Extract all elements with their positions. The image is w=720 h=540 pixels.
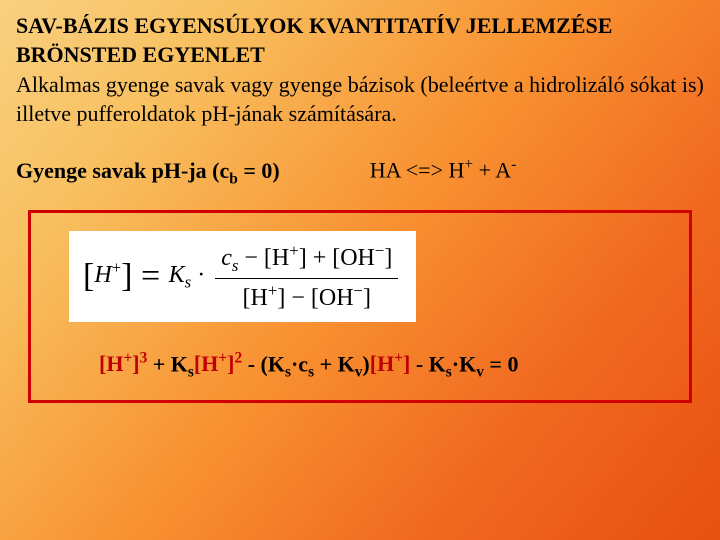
section-heading: Gyenge savak pH-ja (cb = 0)	[16, 158, 280, 188]
section-row: Gyenge savak pH-ja (cb = 0) HA <=> H+ + …	[16, 156, 704, 188]
intro-paragraph: Alkalmas gyenge savak vagy gyenge báziso…	[16, 71, 704, 128]
equation-box: [H+] = Ks · cs − [H+] + [OH−] [H+] − [OH…	[28, 210, 692, 403]
reaction-equation: HA <=> H+ + A-	[370, 156, 517, 183]
main-equation: [H+] = Ks · cs − [H+] + [OH−] [H+] − [OH…	[69, 231, 416, 322]
title-line-2: BRÖNSTED EGYENLET	[16, 41, 704, 70]
title-line-1: SAV-BÁZIS EGYENSÚLYOK KVANTITATÍV JELLEM…	[16, 12, 704, 41]
cubic-equation: [H+]3 + Ks[H+]2 - (Ks·cs + Kv)[H+] - Ks·…	[99, 350, 679, 382]
